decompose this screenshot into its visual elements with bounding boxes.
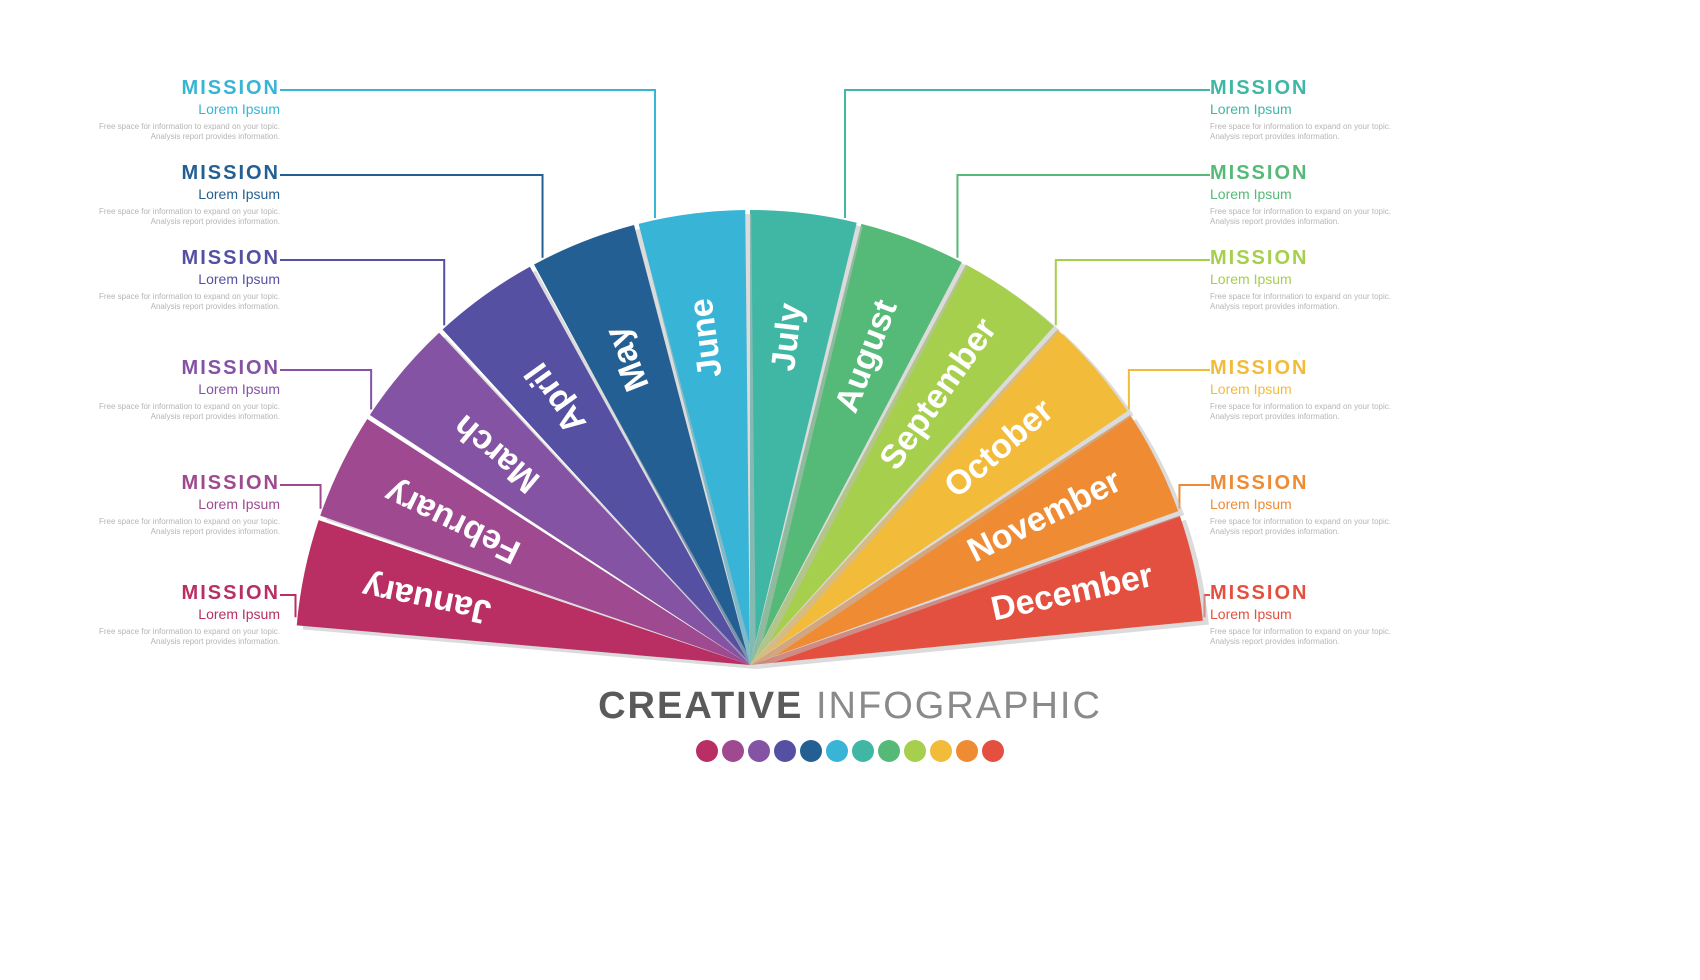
callout-desc: Free space for information to expand on …: [1210, 292, 1430, 313]
leader-line-october: [1129, 370, 1210, 409]
legend-dot-january: [696, 740, 718, 762]
leader-line-july: [845, 90, 1210, 218]
callout-title: MISSION: [60, 78, 280, 98]
callout-september: MISSION Lorem Ipsum Free space for informa…: [1210, 248, 1430, 313]
leader-line-august: [957, 175, 1210, 258]
leader-line-may: [280, 175, 543, 258]
callout-title: MISSION: [60, 358, 280, 378]
callout-desc: Free space for information to expand on …: [1210, 517, 1430, 538]
legend-dot-october: [930, 740, 952, 762]
legend-dot-may: [800, 740, 822, 762]
callout-desc: Free space for information to expand on …: [60, 517, 280, 538]
callout-title: MISSION: [1210, 163, 1430, 183]
callout-title: MISSION: [60, 473, 280, 493]
callout-december: MISSION Lorem Ipsum Free space for informa…: [1210, 583, 1430, 648]
legend-dot-march: [748, 740, 770, 762]
callout-title: MISSION: [1210, 583, 1430, 603]
callout-june: MISSION Lorem Ipsum Free space for informa…: [60, 78, 280, 143]
callout-january: MISSION Lorem Ipsum Free space for informa…: [60, 583, 280, 648]
callout-sub: Lorem Ipsum: [60, 497, 280, 511]
callout-desc: Free space for information to expand on …: [60, 627, 280, 648]
leader-line-april: [280, 260, 444, 325]
callout-desc: Free space for information to expand on …: [60, 402, 280, 423]
callout-title: MISSION: [60, 248, 280, 268]
legend-dot-june: [826, 740, 848, 762]
legend-dot-august: [878, 740, 900, 762]
infographic-stage: { "canvas": { "width": 1700, "height": 9…: [0, 0, 1700, 980]
callout-sub: Lorem Ipsum: [60, 187, 280, 201]
footer-title-light: INFOGRAPHIC: [816, 685, 1102, 727]
callout-title: MISSION: [1210, 473, 1430, 493]
legend-dot-december: [982, 740, 1004, 762]
callout-sub: Lorem Ipsum: [1210, 187, 1430, 201]
callout-desc: Free space for information to expand on …: [60, 207, 280, 228]
callout-desc: Free space for information to expand on …: [1210, 402, 1430, 423]
callout-title: MISSION: [1210, 358, 1430, 378]
callout-desc: Free space for information to expand on …: [1210, 207, 1430, 228]
callout-desc: Free space for information to expand on …: [1210, 627, 1430, 648]
callout-april: MISSION Lorem Ipsum Free space for informa…: [60, 248, 280, 313]
callout-august: MISSION Lorem Ipsum Free space for informa…: [1210, 163, 1430, 228]
callout-sub: Lorem Ipsum: [1210, 382, 1430, 396]
callout-sub: Lorem Ipsum: [1210, 497, 1430, 511]
callout-february: MISSION Lorem Ipsum Free space for informa…: [60, 473, 280, 538]
legend-dot-february: [722, 740, 744, 762]
callout-sub: Lorem Ipsum: [1210, 607, 1430, 621]
callout-october: MISSION Lorem Ipsum Free space for informa…: [1210, 358, 1430, 423]
legend-dot-november: [956, 740, 978, 762]
leader-line-november: [1179, 485, 1210, 509]
footer-title-bold: CREATIVE: [598, 685, 803, 727]
footer-dots-row: [0, 740, 1700, 762]
callout-title: MISSION: [60, 583, 280, 603]
callout-march: MISSION Lorem Ipsum Free space for informa…: [60, 358, 280, 423]
callout-desc: Free space for information to expand on …: [60, 122, 280, 143]
callout-july: MISSION Lorem Ipsum Free space for informa…: [1210, 78, 1430, 143]
footer-title: CREATIVE INFOGRAPHIC: [0, 685, 1700, 728]
callout-title: MISSION: [1210, 78, 1430, 98]
callout-sub: Lorem Ipsum: [1210, 102, 1430, 116]
leader-line-january: [280, 595, 296, 617]
leader-line-september: [1056, 260, 1210, 325]
legend-dot-july: [852, 740, 874, 762]
month-label-july: July: [764, 301, 810, 373]
callout-title: MISSION: [1210, 248, 1430, 268]
callout-may: MISSION Lorem Ipsum Free space for informa…: [60, 163, 280, 228]
callout-sub: Lorem Ipsum: [1210, 272, 1430, 286]
leader-line-february: [280, 485, 321, 509]
legend-dot-april: [774, 740, 796, 762]
leader-line-june: [280, 90, 655, 218]
callout-desc: Free space for information to expand on …: [1210, 122, 1430, 143]
callout-desc: Free space for information to expand on …: [60, 292, 280, 313]
callout-sub: Lorem Ipsum: [60, 607, 280, 621]
callout-november: MISSION Lorem Ipsum Free space for informa…: [1210, 473, 1430, 538]
callout-title: MISSION: [60, 163, 280, 183]
callout-sub: Lorem Ipsum: [60, 272, 280, 286]
callout-sub: Lorem Ipsum: [60, 382, 280, 396]
callout-sub: Lorem Ipsum: [60, 102, 280, 116]
leader-line-march: [280, 370, 371, 409]
legend-dot-september: [904, 740, 926, 762]
